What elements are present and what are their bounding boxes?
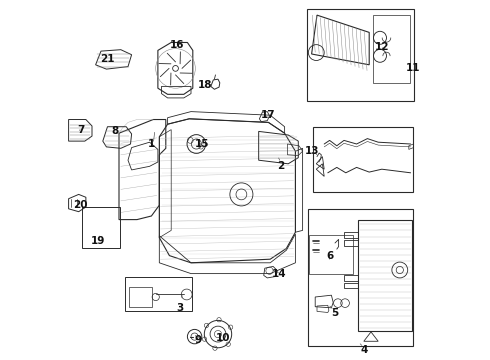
Text: 7: 7 (77, 125, 85, 135)
Text: 11: 11 (406, 63, 421, 73)
Text: 18: 18 (198, 80, 213, 90)
Text: 20: 20 (73, 200, 87, 210)
Text: 4: 4 (360, 345, 368, 355)
Text: 1: 1 (148, 139, 155, 149)
Text: 8: 8 (112, 126, 119, 136)
Bar (309, 235, 353, 274)
Bar (307, 9, 414, 101)
Text: 17: 17 (261, 110, 276, 120)
Text: 15: 15 (195, 139, 209, 149)
Bar (373, 15, 410, 83)
Text: 14: 14 (272, 269, 287, 279)
Bar (129, 287, 152, 307)
Bar (314, 127, 414, 192)
Text: 16: 16 (170, 40, 184, 50)
Text: 5: 5 (331, 308, 339, 318)
Text: 12: 12 (375, 42, 390, 52)
Text: 6: 6 (326, 251, 333, 261)
Text: 19: 19 (91, 236, 105, 246)
Bar (82, 207, 120, 248)
Text: 13: 13 (304, 146, 319, 156)
Text: 3: 3 (176, 303, 184, 313)
Text: 2: 2 (277, 161, 285, 171)
Bar (308, 209, 414, 346)
Bar (125, 277, 192, 311)
Text: 9: 9 (195, 335, 202, 345)
Text: 10: 10 (216, 333, 231, 343)
Text: 21: 21 (100, 54, 115, 64)
